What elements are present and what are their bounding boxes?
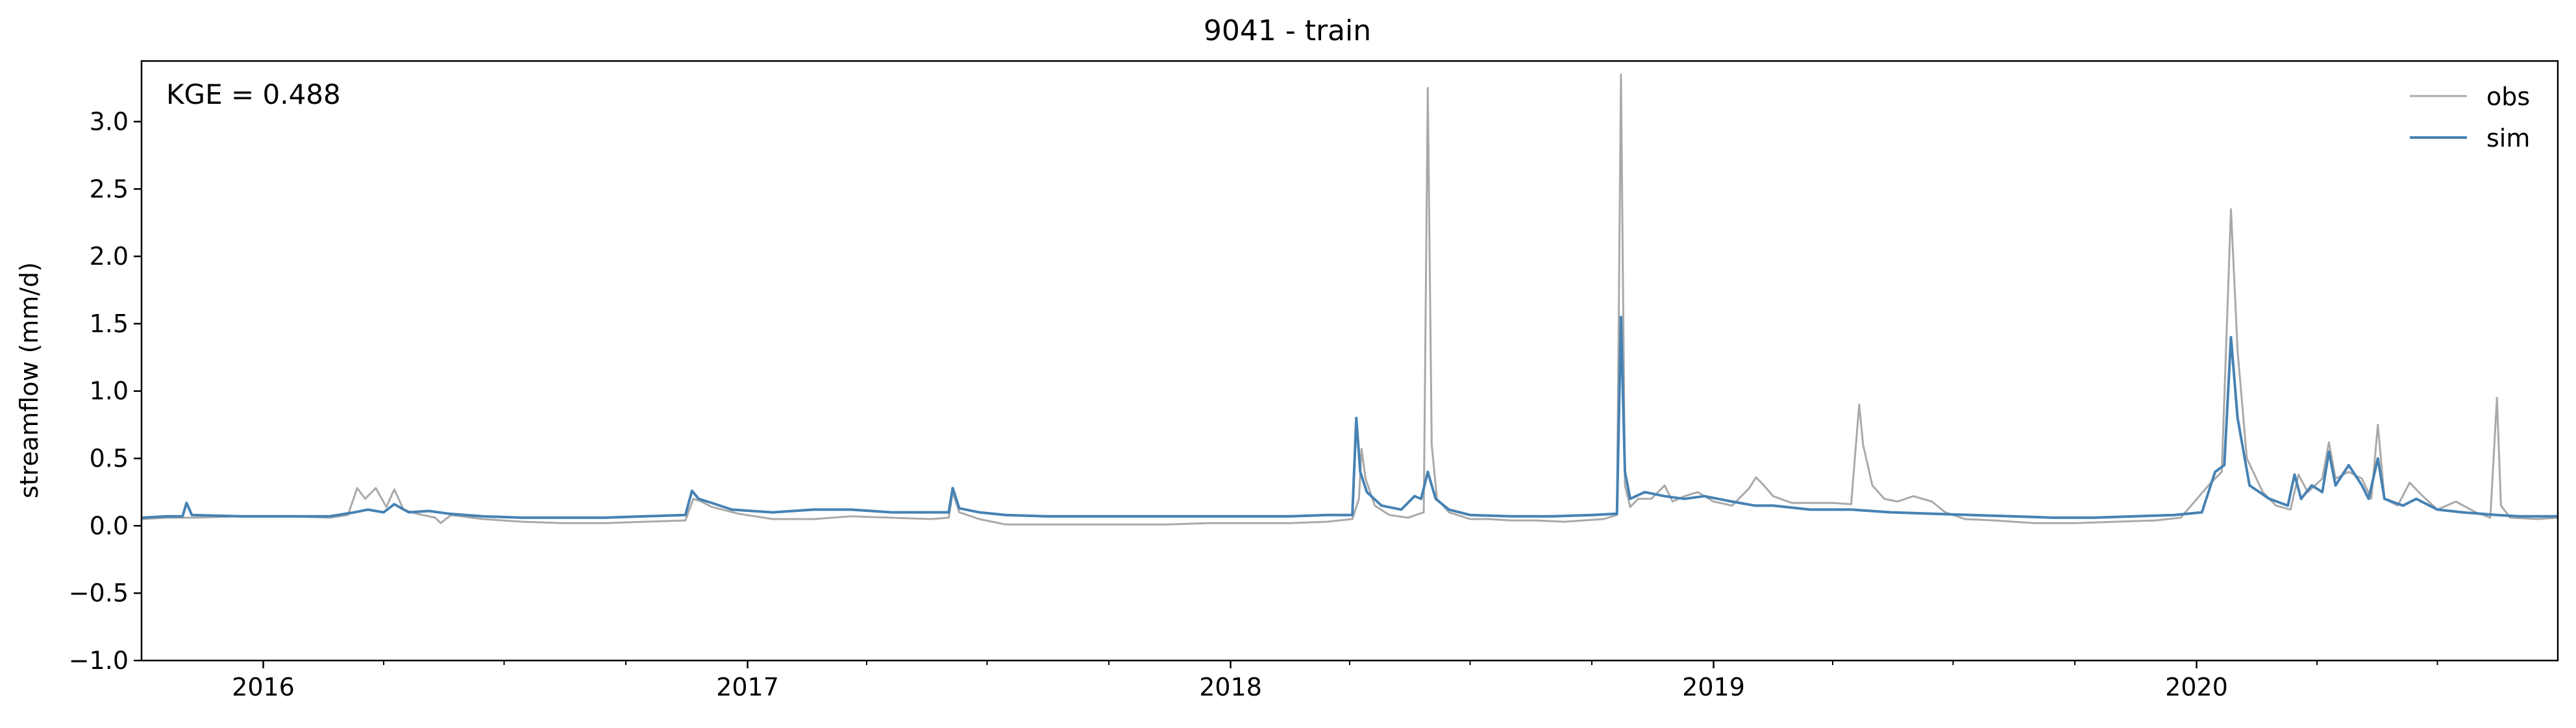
x-axis: 2016 2017 2018 2019 2020 <box>232 661 2438 701</box>
legend-label-obs: obs <box>2486 82 2530 111</box>
axes-frame <box>140 60 2559 662</box>
y-tick-label: 1.5 <box>90 309 129 338</box>
x-tick-label: 2017 <box>716 673 779 701</box>
series-line-sim <box>141 315 2558 519</box>
plot-area <box>141 73 2558 526</box>
x-tick-label: 2018 <box>1199 673 1262 701</box>
legend: obs sim <box>2410 82 2530 152</box>
y-tick-label: 0.5 <box>90 444 129 473</box>
y-tick-label: 2.0 <box>90 242 129 271</box>
x-tick-label: 2020 <box>2165 673 2228 701</box>
y-tick-label: 2.5 <box>90 175 129 203</box>
y-tick-label: 3.0 <box>90 107 129 136</box>
kge-annotation: KGE = 0.488 <box>166 79 341 110</box>
y-tick-label: 1.0 <box>90 377 129 406</box>
y-tick-label: −0.5 <box>69 579 129 607</box>
y-axis-label: streamflow (mm/d) <box>15 262 43 498</box>
chart-title: 9041 - train <box>1204 14 1371 47</box>
y-axis: −1.0 −0.5 0.0 0.5 1.0 1.5 2.0 2.5 3.0 <box>69 107 142 675</box>
x-tick-label: 2019 <box>1682 673 1745 701</box>
x-tick-label: 2016 <box>232 673 295 701</box>
y-tick-label: −1.0 <box>69 646 129 675</box>
legend-label-sim: sim <box>2486 124 2530 152</box>
y-tick-label: 0.0 <box>90 511 129 540</box>
